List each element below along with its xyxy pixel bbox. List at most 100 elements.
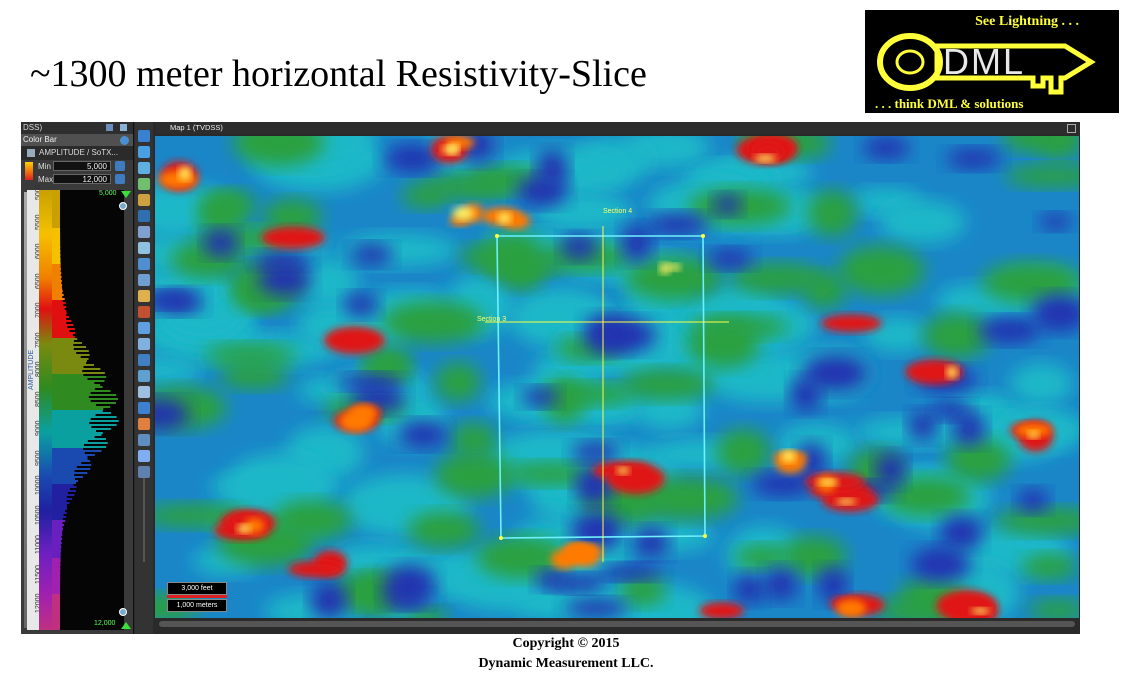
map-tool-icon[interactable]	[138, 370, 150, 382]
histogram-bar	[52, 318, 67, 320]
map-tool-icon[interactable]	[138, 386, 150, 398]
histogram-bar	[52, 302, 66, 304]
map-tool-icon[interactable]	[138, 258, 150, 270]
histogram-bar	[52, 560, 61, 562]
panel-close-icon[interactable]	[120, 124, 127, 131]
zoom-out-icon[interactable]	[119, 608, 127, 616]
histogram-bar	[52, 556, 61, 558]
resistivity-blob	[836, 498, 857, 505]
histogram-bar	[52, 390, 111, 392]
histogram-bar	[52, 232, 61, 234]
resistivity-blob	[620, 225, 653, 263]
histogram-bar	[52, 514, 64, 516]
min-handle-icon[interactable]	[121, 191, 131, 198]
map-tool-icon[interactable]	[138, 466, 150, 478]
resistivity-blob	[979, 317, 1040, 344]
map-tool-icon[interactable]	[138, 306, 150, 318]
map-tool-icon[interactable]	[138, 146, 150, 158]
histogram-bar	[52, 292, 63, 294]
histogram-bar	[52, 400, 91, 402]
histogram-bar	[52, 218, 61, 220]
map-tool-icon[interactable]	[138, 178, 150, 190]
histogram-bar	[52, 522, 63, 524]
histogram-bar	[52, 512, 67, 514]
histogram-bar	[52, 620, 61, 622]
histogram-bar	[52, 328, 75, 330]
resistivity-blob	[1028, 599, 1079, 618]
histogram-bar	[52, 422, 90, 424]
help-icon[interactable]	[120, 136, 129, 145]
scrollbar-thumb[interactable]	[159, 621, 1075, 627]
map-tool-icon[interactable]	[138, 274, 150, 286]
color-ramp-area: 5000550060006500700075008000850090009500…	[21, 184, 133, 630]
min-field[interactable]: 5,000	[53, 161, 111, 171]
histogram-bar	[52, 544, 61, 546]
resistivity-blob	[261, 226, 326, 249]
palette-icon[interactable]	[25, 162, 33, 180]
color-ramp	[39, 190, 52, 630]
map-tool-icon[interactable]	[138, 194, 150, 206]
resistivity-blob	[288, 561, 345, 578]
histogram-bar	[52, 324, 74, 326]
maximize-icon[interactable]	[1067, 124, 1076, 133]
map-tool-icon[interactable]	[138, 418, 150, 430]
min-reset-button[interactable]	[115, 161, 125, 171]
histogram-bar	[52, 494, 75, 496]
map-tool-icon[interactable]	[138, 450, 150, 462]
histogram-bar	[52, 286, 62, 288]
resistivity-blob	[295, 257, 359, 308]
histogram-bar	[52, 402, 116, 404]
resistivity-map[interactable]: Section 4 Section 3 3,000 feet 1,000 met…	[155, 136, 1079, 618]
map-tool-icon[interactable]	[138, 242, 150, 254]
histogram-bar	[52, 448, 84, 450]
histogram-bar	[52, 600, 61, 602]
map-tool-icon[interactable]	[138, 162, 150, 174]
map-tool-icon[interactable]	[138, 434, 150, 446]
resistivity-blob	[1031, 294, 1079, 332]
max-handle-icon[interactable]	[121, 622, 131, 629]
resistivity-blob	[712, 194, 742, 216]
max-reset-button[interactable]	[115, 174, 125, 184]
resistivity-blob	[381, 301, 486, 344]
resistivity-blob	[155, 398, 190, 430]
histogram-bar	[52, 610, 61, 612]
ramp-tick-column: 5000550060006500700075008000850090009500…	[27, 184, 42, 630]
map-tool-icon[interactable]	[138, 210, 150, 222]
histogram-bar	[52, 472, 88, 474]
max-field[interactable]: 12,000	[53, 174, 111, 184]
map-tool-icon[interactable]	[138, 354, 150, 366]
zoom-slider[interactable]	[143, 472, 145, 562]
panel-pin-icon[interactable]	[106, 124, 113, 131]
map-tool-icon[interactable]	[138, 130, 150, 142]
histogram-bar	[52, 234, 61, 236]
histogram-bar	[52, 306, 67, 308]
histogram-bar	[52, 222, 61, 224]
histogram-bar	[52, 454, 95, 456]
resistivity-blob	[155, 291, 194, 309]
histogram-bar	[52, 478, 75, 480]
ramp-bottom-value: 12,000	[94, 620, 116, 627]
ramp-scroll[interactable]	[24, 192, 27, 628]
resistivity-blob	[237, 524, 251, 534]
map-tool-icon[interactable]	[138, 226, 150, 238]
histogram-bar	[52, 216, 61, 218]
horizontal-scrollbar[interactable]	[155, 618, 1079, 630]
map-tool-icon[interactable]	[138, 290, 150, 302]
attribute-selector[interactable]: AMPLITUDE / SoTX...	[21, 146, 133, 160]
map-tool-icon[interactable]	[138, 338, 150, 350]
histogram-bar	[52, 542, 62, 544]
histogram-bar	[52, 396, 89, 398]
histogram-bar	[52, 224, 61, 226]
scale-bar: 3,000 feet 1,000 meters	[167, 582, 229, 612]
histogram-bar	[52, 346, 87, 348]
resistivity-blob	[434, 452, 514, 499]
histogram-bar	[52, 254, 61, 256]
zoom-in-icon[interactable]	[119, 202, 127, 210]
resistivity-blob	[339, 410, 374, 433]
map-tool-icon[interactable]	[138, 402, 150, 414]
map-tool-icon[interactable]	[138, 322, 150, 334]
resistivity-blob	[619, 574, 667, 607]
histogram-bar	[52, 608, 61, 610]
slide-title: ~1300 meter horizontal Resistivity-Slice	[30, 53, 647, 95]
resistivity-blob	[254, 251, 310, 270]
